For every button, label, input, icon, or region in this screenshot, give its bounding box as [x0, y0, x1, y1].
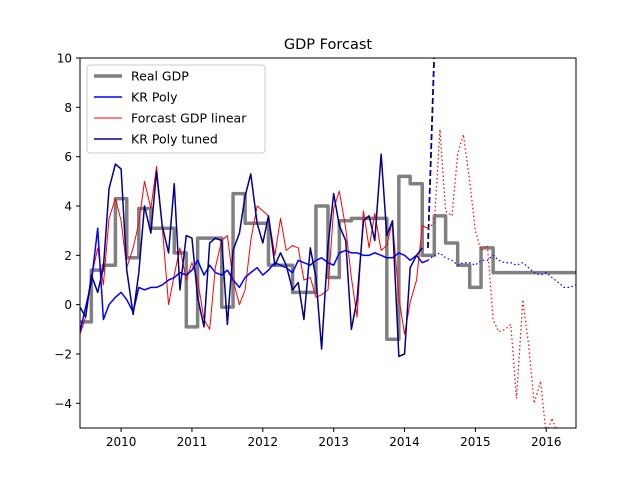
legend-label-kr-poly: KR Poly	[131, 90, 178, 105]
y-axis: −4 −2 0 2 4 6 8 10	[54, 52, 80, 411]
x-tick-label: 2012	[248, 435, 279, 449]
series-line-real-gdp	[80, 174, 576, 341]
legend-label-forcast-gdp-linear: Forcast GDP linear	[131, 111, 247, 126]
forecast-line-kr-poly	[427, 252, 576, 288]
forecast-line-kr-poly-tuned	[427, 58, 436, 248]
y-tick-label: 0	[64, 298, 72, 312]
y-tick-label: 2	[64, 249, 72, 263]
x-axis: 2010 2011 2012 2013 2014 2015 2016	[106, 428, 562, 449]
x-tick-label: 2011	[177, 435, 208, 449]
legend-label-real-gdp: Real GDP	[131, 69, 189, 84]
chart-title: GDP Forcast	[284, 37, 373, 53]
y-tick-label: 8	[64, 101, 72, 115]
y-tick-label: 10	[57, 52, 72, 66]
y-tick-label: 6	[64, 150, 72, 164]
series-line-kr-poly	[80, 227, 429, 332]
x-tick-label: 2015	[460, 435, 491, 449]
series-line-kr-poly-tuned	[80, 153, 423, 358]
x-tick-label: 2013	[318, 435, 349, 449]
legend-label-kr-poly-tuned: KR Poly tuned	[131, 132, 218, 147]
x-tick-label: 2014	[389, 435, 420, 449]
series-line-forcast-gdp-linear	[80, 166, 429, 335]
y-tick-label: 4	[64, 200, 72, 214]
x-tick-label: 2010	[106, 435, 137, 449]
y-tick-label: −4	[54, 397, 72, 411]
forecast-line-forcast-gdp-linear	[427, 128, 557, 428]
y-tick-label: −2	[54, 348, 72, 362]
plot-frame	[79, 57, 577, 429]
series-layer	[80, 58, 576, 428]
x-tick-label: 2016	[531, 435, 562, 449]
legend: Real GDP KR Poly Forcast GDP linear KR Poly…	[86, 64, 266, 154]
legend-box	[86, 64, 266, 154]
